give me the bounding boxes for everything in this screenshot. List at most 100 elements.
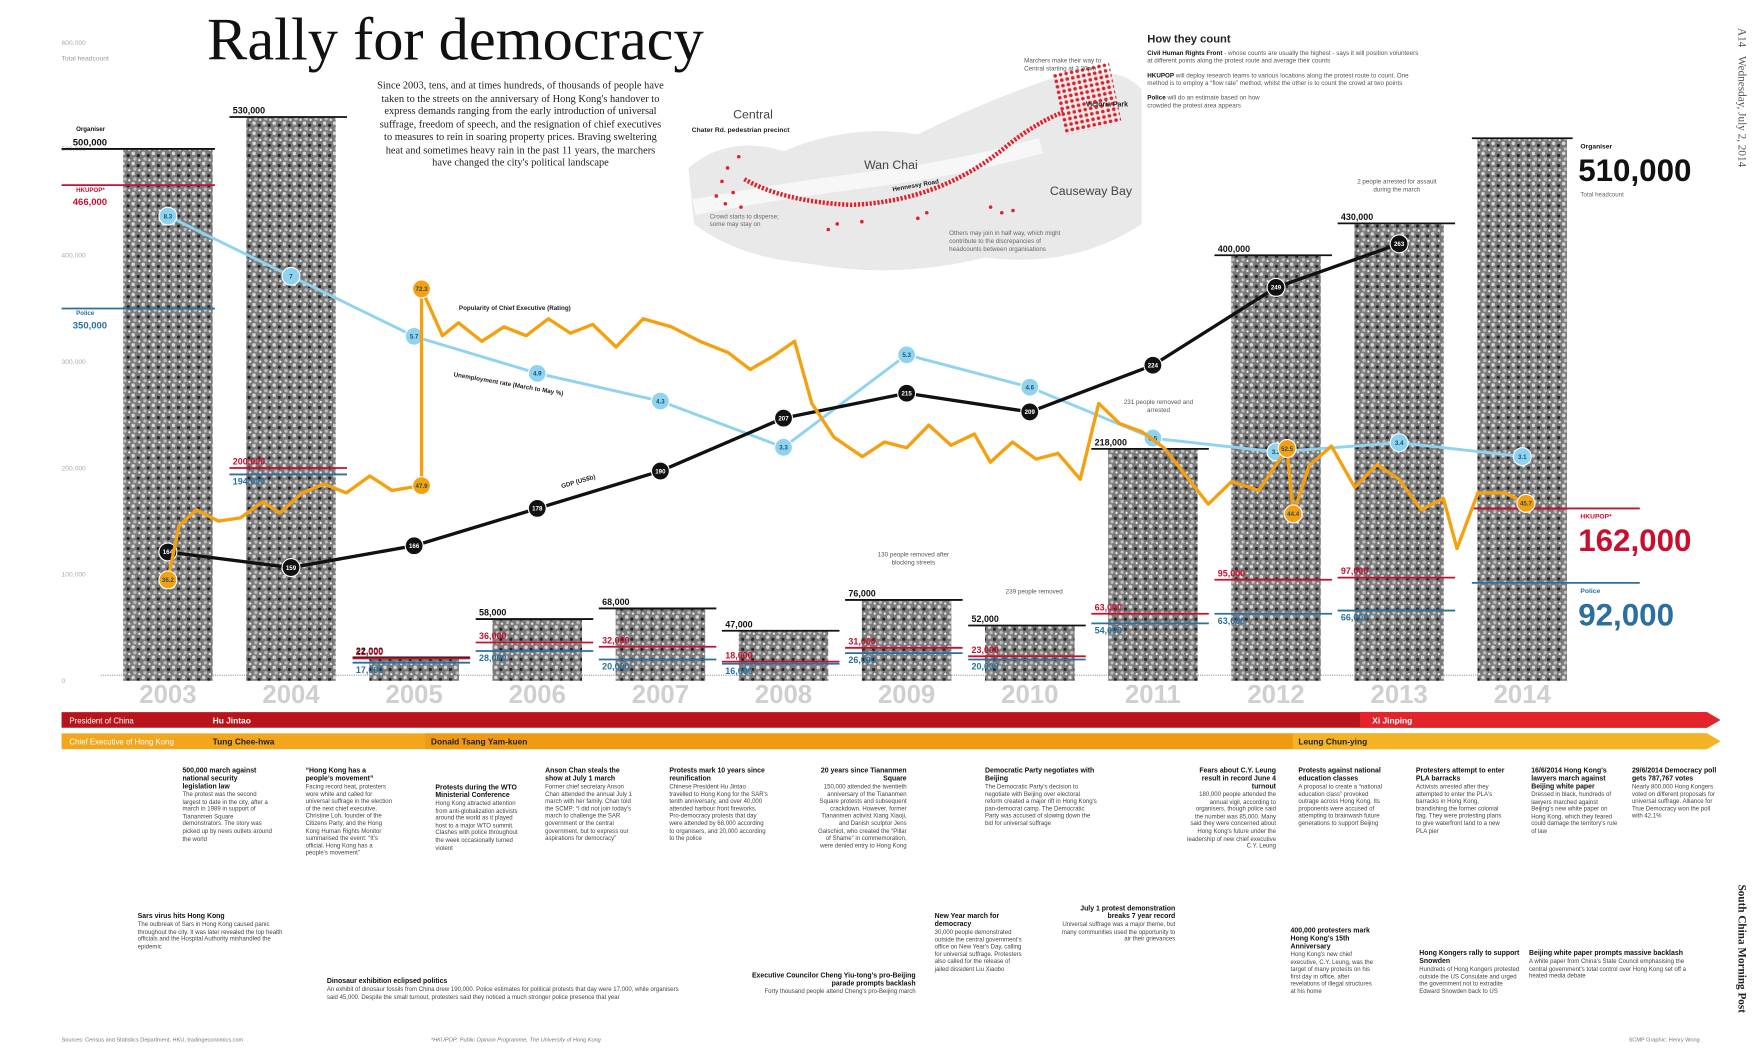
headcount-note: Total headcount xyxy=(1580,192,1624,199)
headcount-label: 31,000 xyxy=(848,636,875,646)
line-point xyxy=(1143,355,1163,375)
how-text: will deploy research teams to various lo… xyxy=(1147,72,1409,88)
chief-executive-bar-leung xyxy=(1292,733,1721,750)
event-title: Sars virus hits Hong Kong xyxy=(137,912,225,921)
line-series xyxy=(167,242,1400,570)
headcount-label: 95,000 xyxy=(1218,568,1245,578)
how-item: Civil Human Rights Front - whose counts … xyxy=(1147,50,1421,66)
annotation: 2 people arrested for assault during the… xyxy=(1357,179,1437,194)
line-point xyxy=(897,383,917,403)
event-body: A proposal to create a “national educati… xyxy=(1298,783,1382,828)
annotation: 130 people removed after blocking street… xyxy=(877,552,950,567)
footnote: *HKUPOP: Public Opinion Programme, The U… xyxy=(431,1037,602,1043)
bar xyxy=(984,625,1075,681)
x-tick-label: 2014 xyxy=(1494,681,1552,709)
how-who: Police xyxy=(1147,95,1166,102)
event-title: 400,000 protesters mark Hong Kong's 15th… xyxy=(1290,927,1370,951)
event: Protesters attempt to enter PLA barracks… xyxy=(1416,767,1506,835)
headcount-label: 66,000 xyxy=(1341,613,1368,623)
credit: SCMP Graphic: Henry Wong xyxy=(1629,1037,1700,1043)
event: Sars virus hits Hong Kong The outbreak of… xyxy=(138,913,284,951)
series-label: Police xyxy=(1580,588,1600,595)
event-body: Hong Kong attracted attention from anti-… xyxy=(435,800,518,852)
event-title: Fears about C.Y. Leung result in record … xyxy=(1199,766,1277,791)
line-series xyxy=(166,287,1527,581)
headcount-label: 52,000 xyxy=(972,614,999,624)
line-label: GDP (US$b) xyxy=(561,474,597,490)
point-label: 4.6 xyxy=(1025,384,1034,391)
headcount-label: 63,000 xyxy=(1095,602,1122,612)
how-heading: How they count xyxy=(1147,33,1231,46)
headcount-label: 510,000 xyxy=(1578,153,1691,188)
map xyxy=(688,61,1142,271)
headcount-label: 20,000 xyxy=(602,662,629,672)
map-label: Crowd starts to disperse; some may stay … xyxy=(709,213,779,229)
headcount-label: 36,000 xyxy=(479,631,506,641)
series-label: Police xyxy=(76,310,95,317)
line-point xyxy=(1277,439,1297,459)
timeline: President of China Hu Jintao Xi Jinping … xyxy=(61,712,1721,750)
headcount-label: 97,000 xyxy=(1341,566,1368,576)
point-label: 263 xyxy=(1394,241,1405,248)
headcount-label: 28,000 xyxy=(479,653,506,663)
event-title: Protesters attempt to enter PLA barracks xyxy=(1415,766,1505,783)
line-series xyxy=(167,214,1523,459)
event: “Hong Kong has a people’s movement” Facin… xyxy=(306,767,396,858)
event-body: Activists arrested after they attempted … xyxy=(1415,783,1502,835)
x-tick-label: 2013 xyxy=(1371,681,1428,709)
y-tick-label: 0 xyxy=(62,678,66,685)
line-point xyxy=(1512,447,1532,467)
event: Dinosaur exhibition eclipsed politics An … xyxy=(327,977,685,1001)
line-point xyxy=(650,461,670,481)
map-label: Others may join in half way, which might… xyxy=(949,230,1061,254)
event: New Year march for democracy 30,000 peopl… xyxy=(935,913,1025,974)
event: Protests during the WTO Ministerial Conf… xyxy=(435,784,525,852)
intro: Since 2003, tens, and at times hundreds,… xyxy=(377,80,664,170)
how-who: HKUPOP xyxy=(1147,72,1175,80)
event-title: 20 years since Tiananmen Square xyxy=(820,766,907,783)
event-title: Dinosaur exhibition eclipsed politics xyxy=(326,977,448,986)
event: Protests mark 10 years since reunificati… xyxy=(669,767,767,843)
map-label: Wan Chai xyxy=(864,158,918,173)
point-label: 72.3 xyxy=(416,286,429,293)
headcount-label: 350,000 xyxy=(73,321,107,332)
event: Executive Councilor Cheng Yiu-tong's pro… xyxy=(748,972,916,996)
event-body: An exhibit of dinosaur fossils from Chin… xyxy=(326,986,679,1001)
series-label: HKUPOP* xyxy=(1580,514,1612,521)
march-route xyxy=(743,109,1065,208)
point-label: 36.2 xyxy=(162,577,175,584)
point-label: 7 xyxy=(289,273,293,280)
x-tick-label: 2011 xyxy=(1125,681,1181,709)
event: Democratic Party negotiates with Beijing… xyxy=(985,767,1097,828)
event: 400,000 protesters mark Hong Kong's 15th… xyxy=(1291,927,1378,996)
line-point xyxy=(158,206,178,226)
bar xyxy=(1231,255,1321,681)
point-label: 178 xyxy=(532,506,543,513)
event-title: Democratic Party negotiates with Beijing xyxy=(984,766,1095,783)
line-point xyxy=(650,391,670,411)
line-point xyxy=(527,498,547,518)
headcount-label: 68,000 xyxy=(602,597,629,607)
event-body: Universal suffrage was a major theme, bu… xyxy=(1061,921,1176,943)
event: Protests against national education clas… xyxy=(1298,767,1388,828)
scattered-crowd xyxy=(714,154,1015,232)
event-body: Former chief secretary Anson Chan attend… xyxy=(545,783,632,843)
point-label: 215 xyxy=(902,390,913,397)
paper-name: South China Morning Post xyxy=(1735,885,1747,1014)
event-title: New Year march for democracy xyxy=(934,912,1000,929)
chief-executive-name: Leung Chun-ying xyxy=(1298,737,1367,747)
president-name: Xi Jinping xyxy=(1372,715,1412,725)
event-body: Hong Kong's new chief executive, C.Y. Le… xyxy=(1290,951,1373,996)
point-label: 5.7 xyxy=(410,334,419,341)
map-label: Central xyxy=(733,108,773,123)
x-tick-label: 2004 xyxy=(262,681,320,709)
headcount-label: 20,000 xyxy=(972,662,999,672)
y-tick-label: 400,000 xyxy=(62,253,86,260)
y-tick-label: 200,000 xyxy=(62,465,86,472)
x-tick-label: 2008 xyxy=(755,681,812,709)
event-body: Dressed in black, hundreds of lawyers ma… xyxy=(1531,791,1618,836)
y-axis-label: Total headcount xyxy=(62,55,109,62)
point-label: 159 xyxy=(286,565,297,572)
series-label: HKUPOP* xyxy=(76,187,105,194)
